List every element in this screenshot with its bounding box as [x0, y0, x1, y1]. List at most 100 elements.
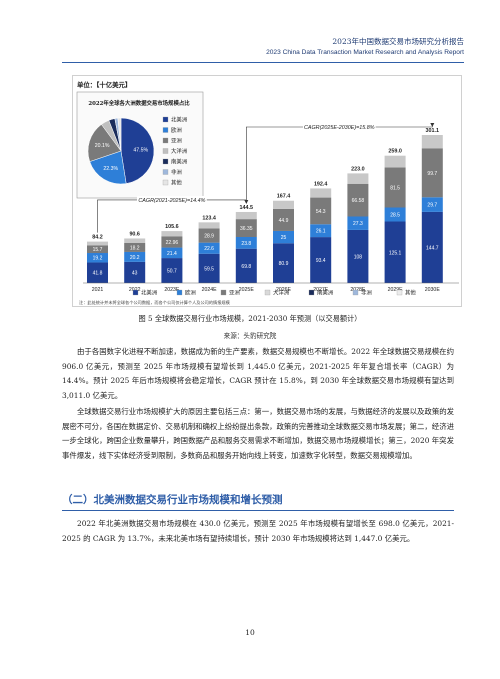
bar-segment-other: [198, 222, 220, 229]
x-tick-label: 2030E: [425, 287, 441, 293]
bar-segment-other: [384, 155, 406, 168]
header-title-en: 2023 China Data Transaction Market Resea…: [266, 49, 464, 56]
bar-segment-label: 36.35: [240, 226, 253, 232]
bar-segment-label: 43: [132, 270, 138, 276]
legend-label: 欧洲: [185, 289, 196, 297]
bar-total-label: 123.4: [202, 215, 216, 221]
bar-segment: [310, 237, 332, 283]
pie-slice: [117, 117, 122, 152]
x-tick-label: 2021: [92, 287, 104, 293]
pie-legend-label: 欧洲: [171, 126, 182, 134]
bar-segment-label: 81.5: [390, 185, 400, 191]
legend-label: 北美洲: [141, 289, 157, 297]
legend-swatch: [396, 289, 403, 296]
bar-segment-label: 59.5: [204, 266, 214, 272]
bar-segment: [421, 148, 443, 198]
bar-total-label: 167.4: [277, 194, 291, 200]
pie-legend-label: 亚洲: [171, 138, 182, 145]
cagr-label-bg: [137, 195, 207, 204]
bar-segment: [273, 230, 294, 244]
pie-legend-swatch: [162, 148, 169, 154]
bar-segment: [273, 208, 294, 231]
bar-segment-label: 26.1: [316, 229, 326, 235]
bar-segment: [198, 253, 220, 283]
pie-note: 注：此处统计并未将全球各个公司数据，而各个公司仅计算个人及公司的情报规模: [79, 299, 231, 306]
pie-legend-swatch: [162, 158, 169, 165]
bar-segment-other: [421, 135, 443, 149]
bar-total-label: 144.5: [240, 205, 254, 211]
pie-legend-swatch: [162, 169, 169, 175]
pie-slice-label: 47.5%: [133, 147, 148, 153]
x-tick-label: 2023E: [164, 287, 180, 293]
bar-segment-label: 23.8: [241, 241, 251, 247]
bar-segment-label: 25: [281, 235, 287, 241]
pie-legend-label: 南美洲: [171, 158, 187, 166]
market-size-figure: 单位：【十亿美元】 2022年全球各大洲数据交易市场规模占比 47.5% 22.3…: [72, 75, 462, 307]
bar-segment: [198, 242, 220, 254]
legend-label: 亚洲: [229, 290, 240, 297]
bar-segment: [87, 245, 108, 254]
paragraph-1: 由于各国数字化进程不断加速，数据成为新的生产要素，数据交易规模也不断增长。202…: [62, 347, 454, 400]
bar-segment: [124, 261, 146, 283]
pie-slices: 47.5% 22.3% 20.1%: [87, 117, 155, 185]
bar-segment: [124, 251, 146, 262]
bar-segment: [384, 221, 406, 283]
paragraph-2: 全球数据交易行业市场规模扩大的原因主要包括三点：第一，数据交易市场的发展，与数据…: [62, 407, 454, 460]
bar-segment-label: 108: [354, 254, 363, 260]
bar-segment-label: 28.5: [390, 213, 400, 219]
bar-segment-label: 99.7: [427, 171, 437, 177]
bar-segment: [87, 262, 108, 283]
x-tick-label: 2029E: [388, 287, 404, 293]
pie-slice: [87, 124, 122, 162]
bar-segment-label: 22.96: [166, 240, 179, 246]
bar-segment-other: [347, 173, 369, 184]
x-tick-label: 2026E: [276, 287, 292, 293]
bar-segment-label: 93.4: [316, 258, 326, 264]
bar-segment-label: 27.3: [353, 221, 363, 227]
bar-segment-label: 144.7: [426, 245, 439, 251]
bar-segment: [310, 197, 332, 225]
section-title: （二）北美洲数据交易行业市场规模和增长预测: [62, 494, 283, 506]
pie-slice: [89, 150, 127, 185]
bar-segment: [347, 183, 369, 217]
pie-legend-swatch: [162, 116, 169, 123]
pie-slice: [120, 117, 155, 184]
cagr-label: CAGR(2025E-2030E)=15.8%: [304, 125, 375, 131]
bar-total-label: 192.4: [314, 181, 328, 187]
bar-segment-label: 41.8: [93, 271, 103, 277]
bar-segment-label: 20.2: [130, 255, 140, 261]
pie-legend-swatch: [162, 127, 169, 133]
bar-segment-label: 22.6: [204, 246, 214, 252]
paragraph-3: 2022 年北美洲数据交易市场规模在 430.0 亿美元，预测至 2025 年市…: [62, 519, 454, 543]
bar-total-label: 90.6: [129, 231, 140, 237]
bar-segment: [161, 258, 183, 283]
bar-segment: [273, 243, 294, 283]
header-title-cn: 2023年中国数据交易市场研究分析报告: [332, 37, 464, 46]
section-rule: [62, 510, 454, 511]
bar-segment-label: 21.4: [167, 251, 177, 257]
bar-segment-label: 50.7: [167, 269, 177, 275]
bar-segment-label: 29.7: [427, 203, 437, 209]
header-rule: [62, 62, 464, 63]
bar-segment-label: 44.9: [279, 218, 289, 224]
bar-segment: [421, 197, 443, 212]
bar-segment-label: 19.2: [93, 256, 103, 262]
cagr-label: CAGR(2021-2025E)=14.4%: [138, 198, 205, 204]
bar-total-label: 259.0: [388, 149, 402, 155]
cagr-annotations: CAGR(2021-2025E)=14.4% CAGR(2025E-2030E)=…: [97, 123, 435, 233]
bar-segment-other: [273, 200, 294, 209]
legend-label: 非洲: [361, 289, 372, 297]
legend-swatch: [308, 289, 315, 296]
pie-legend-label: 大洋洲: [171, 147, 187, 155]
bar-total-label: 223.0: [351, 166, 365, 172]
figure-source: 来源：头豹研究院: [223, 332, 277, 340]
bar-segment: [235, 248, 257, 283]
bar-segment: [384, 167, 406, 208]
bar-total-label: 301.1: [426, 128, 440, 134]
bar-segment-other: [310, 188, 332, 198]
cagr-arrow: [430, 123, 435, 127]
bar-segment-label: 69.8: [241, 264, 251, 270]
x-tick-label: 2027E: [313, 287, 329, 293]
bar-segment-label: 18.2: [130, 245, 140, 251]
